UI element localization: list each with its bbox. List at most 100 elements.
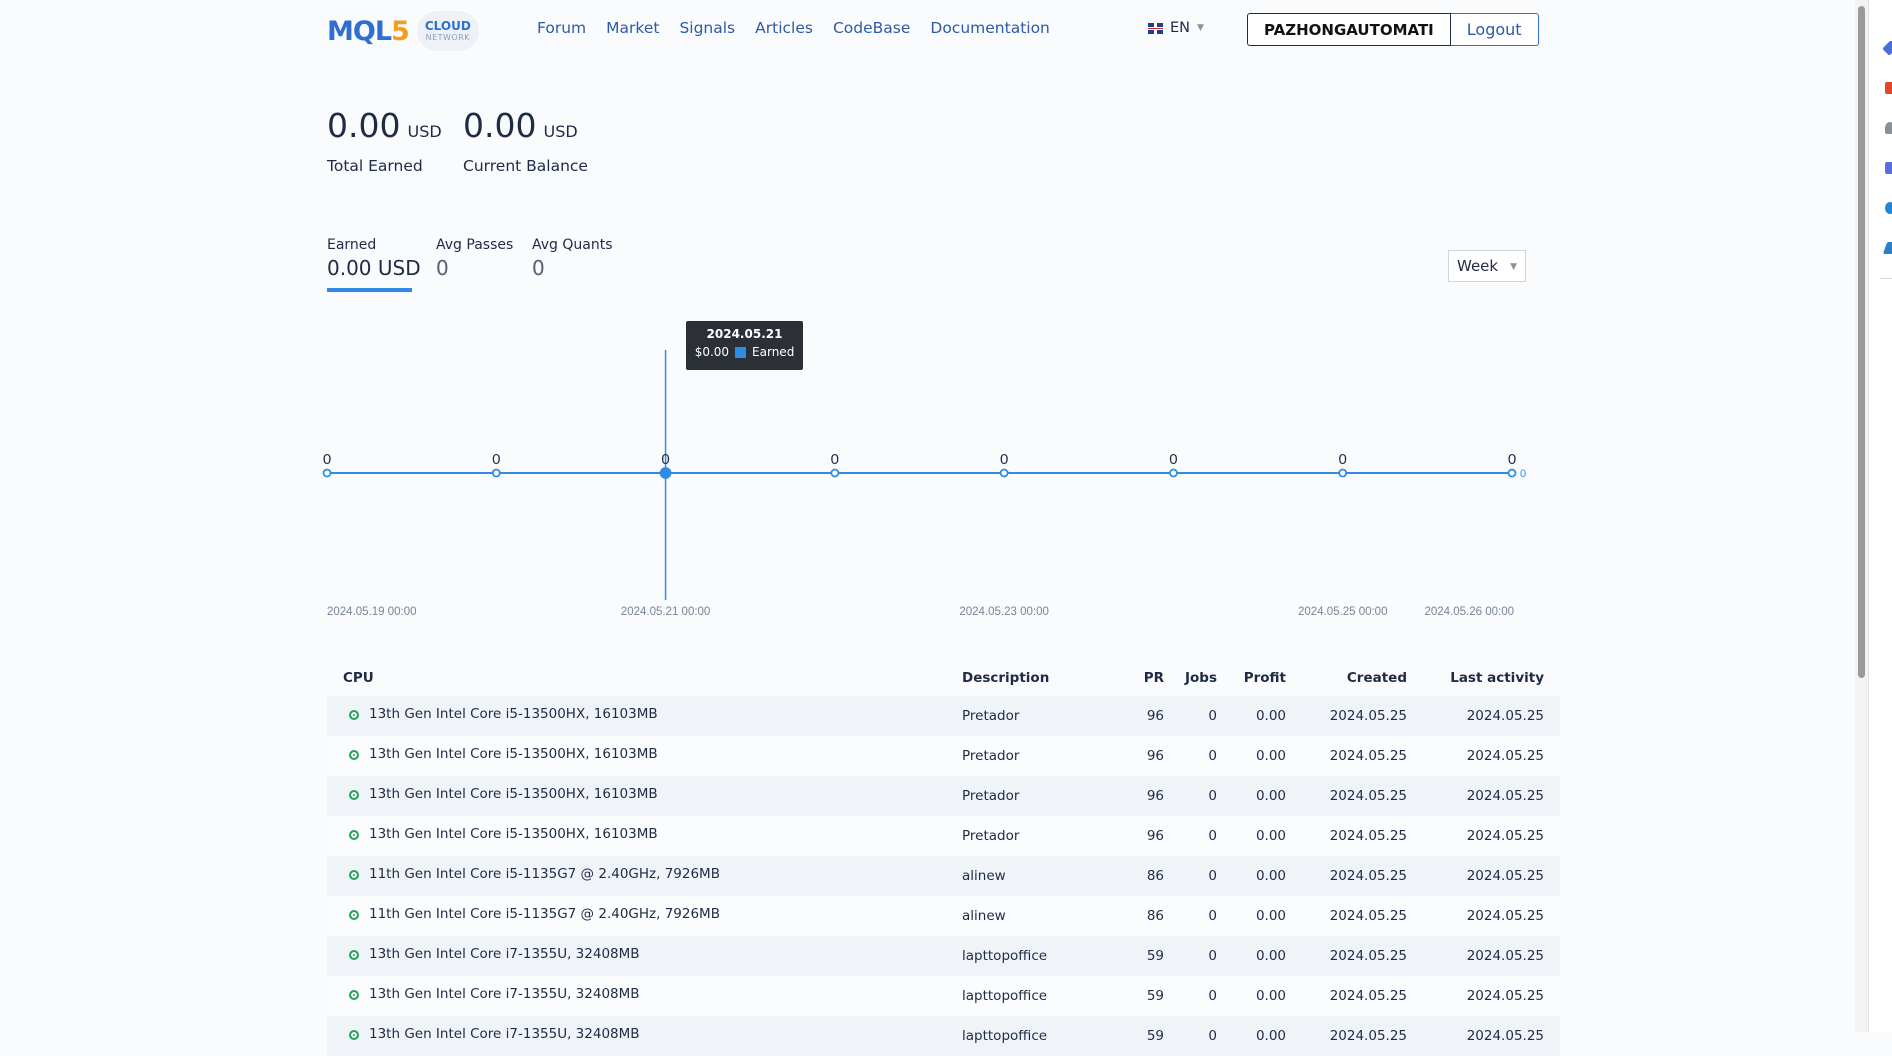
profit-cell: 0.00	[1217, 1016, 1286, 1056]
description-cell: lapttopoffice	[962, 976, 1112, 1016]
network-label: NETWORK	[425, 33, 471, 42]
tab-earned[interactable]: Earned 0.00 USD	[327, 237, 421, 280]
cpu-name: 13th Gen Intel Core i5-13500HX, 16103MB	[369, 786, 658, 802]
data-label: 0	[492, 451, 500, 468]
x-tick-label: 2024.05.19 00:00	[327, 606, 417, 618]
pr-cell: 86	[1112, 856, 1164, 896]
description-cell: Pretador	[962, 736, 1112, 776]
chevron-down-icon: ▼	[1510, 262, 1517, 272]
current-balance-currency: USD	[543, 122, 578, 141]
side-panel-shopping-icon[interactable]	[1885, 82, 1892, 94]
col-pr[interactable]: PR	[1143, 670, 1164, 686]
jobs-cell: 0	[1164, 856, 1217, 896]
page-scrollbar-thumb[interactable]	[1858, 6, 1865, 678]
period-select[interactable]: Week ▼	[1448, 250, 1526, 282]
data-point	[491, 468, 501, 478]
status-online-icon	[349, 750, 359, 760]
data-label: 0	[1339, 451, 1347, 468]
col-profit[interactable]: Profit	[1243, 670, 1286, 686]
cpu-cell: 11th Gen Intel Core i5-1135G7 @ 2.40GHz,…	[327, 896, 962, 936]
tooltip-series-name: Earned	[752, 345, 795, 359]
table-row[interactable]: 13th Gen Intel Core i7-1355U, 32408MB lap…	[327, 1016, 1560, 1056]
data-point	[1507, 468, 1517, 478]
side-panel-person-icon[interactable]	[1885, 122, 1892, 134]
cpu-cell: 13th Gen Intel Core i5-13500HX, 16103MB	[327, 816, 962, 856]
created-cell: 2024.05.25	[1286, 936, 1407, 976]
active-tab-indicator	[327, 288, 412, 292]
profit-cell: 0.00	[1217, 736, 1286, 776]
language-code: EN	[1170, 20, 1191, 36]
status-online-icon	[349, 710, 359, 720]
table-row[interactable]: 11th Gen Intel Core i5-1135G7 @ 2.40GHz,…	[327, 896, 1560, 936]
status-online-icon	[349, 830, 359, 840]
last-activity-cell: 2024.05.25	[1407, 976, 1560, 1016]
language-selector[interactable]: EN ▼	[1148, 20, 1204, 36]
total-earned-amount: 0.00	[327, 106, 401, 145]
tab-avg-passes-value: 0	[436, 256, 449, 280]
data-label: 0	[831, 451, 839, 468]
last-activity-cell: 2024.05.25	[1407, 856, 1560, 896]
tab-avg-passes-label: Avg Passes	[436, 237, 514, 253]
col-last-activity[interactable]: Last activity	[1450, 670, 1544, 686]
table-row[interactable]: 13th Gen Intel Core i7-1355U, 32408MB lap…	[327, 936, 1560, 976]
profit-cell: 0.00	[1217, 896, 1286, 936]
table-row[interactable]: 13th Gen Intel Core i5-13500HX, 16103MB P…	[327, 776, 1560, 816]
col-created[interactable]: Created	[1346, 670, 1407, 686]
profit-cell: 0.00	[1217, 696, 1286, 736]
side-panel-copilot-icon[interactable]	[1885, 162, 1892, 174]
pr-cell: 96	[1112, 776, 1164, 816]
table-row[interactable]: 11th Gen Intel Core i5-1135G7 @ 2.40GHz,…	[327, 856, 1560, 896]
created-cell: 2024.05.25	[1286, 696, 1407, 736]
browser-side-panel	[1868, 0, 1892, 1032]
logout-button[interactable]: Logout	[1450, 13, 1539, 46]
jobs-cell: 0	[1164, 696, 1217, 736]
created-cell: 2024.05.25	[1286, 816, 1407, 856]
tab-avg-quants[interactable]: Avg Quants 0	[532, 237, 613, 280]
description-cell: lapttopoffice	[962, 1016, 1112, 1056]
cpu-name: 13th Gen Intel Core i7-1355U, 32408MB	[369, 1026, 640, 1042]
data-label: 0	[1169, 451, 1177, 468]
col-description[interactable]: Description	[962, 670, 1050, 686]
table-row[interactable]: 13th Gen Intel Core i5-13500HX, 16103MB P…	[327, 736, 1560, 776]
nav-documentation[interactable]: Documentation	[930, 19, 1050, 37]
table-row[interactable]: 13th Gen Intel Core i5-13500HX, 16103MB P…	[327, 696, 1560, 736]
tab-avg-passes[interactable]: Avg Passes 0	[436, 237, 513, 280]
agents-table: CPU Description PR Jobs Profit Created L…	[327, 660, 1560, 1056]
table-row[interactable]: 13th Gen Intel Core i5-13500HX, 16103MB P…	[327, 816, 1560, 856]
status-online-icon	[349, 950, 359, 960]
pr-cell: 86	[1112, 896, 1164, 936]
nav-codebase[interactable]: CodeBase	[832, 19, 911, 37]
col-cpu[interactable]: CPU	[343, 670, 374, 686]
cpu-name: 13th Gen Intel Core i7-1355U, 32408MB	[369, 946, 640, 962]
profit-cell: 0.00	[1217, 776, 1286, 816]
logo-wordmark: MQL5	[327, 15, 410, 47]
x-tick-label: 2024.05.21 00:00	[621, 606, 711, 618]
created-cell: 2024.05.25	[1286, 736, 1407, 776]
cpu-name: 13th Gen Intel Core i7-1355U, 32408MB	[369, 986, 640, 1002]
side-panel-outlook-icon[interactable]	[1885, 202, 1892, 214]
mql5-logo[interactable]: MQL5 CLOUD NETWORK	[327, 11, 479, 51]
nav-market[interactable]: Market	[606, 19, 660, 37]
nav-forum[interactable]: Forum	[537, 19, 587, 37]
pr-cell: 59	[1112, 936, 1164, 976]
cpu-cell: 13th Gen Intel Core i7-1355U, 32408MB	[327, 976, 962, 1016]
nav-articles[interactable]: Articles	[755, 19, 813, 37]
cpu-cell: 11th Gen Intel Core i5-1135G7 @ 2.40GHz,…	[327, 856, 962, 896]
x-tick-label: 2024.05.25 00:00	[1298, 606, 1388, 618]
nav-signals[interactable]: Signals	[679, 19, 736, 37]
last-activity-cell: 2024.05.25	[1407, 696, 1560, 736]
cpu-cell: 13th Gen Intel Core i5-13500HX, 16103MB	[327, 776, 962, 816]
cpu-cell: 13th Gen Intel Core i7-1355U, 32408MB	[327, 936, 962, 976]
table-row[interactable]: 13th Gen Intel Core i7-1355U, 32408MB lap…	[327, 976, 1560, 1016]
last-activity-cell: 2024.05.25	[1407, 936, 1560, 976]
col-jobs[interactable]: Jobs	[1185, 670, 1217, 686]
cpu-cell: 13th Gen Intel Core i5-13500HX, 16103MB	[327, 736, 962, 776]
username-button[interactable]: PAZHONGAUTOMATI	[1247, 13, 1451, 46]
jobs-cell: 0	[1164, 816, 1217, 856]
cpu-name: 11th Gen Intel Core i5-1135G7 @ 2.40GHz,…	[369, 866, 720, 882]
profit-cell: 0.00	[1217, 976, 1286, 1016]
last-activity-cell: 2024.05.25	[1407, 1016, 1560, 1056]
cpu-cell: 13th Gen Intel Core i5-13500HX, 16103MB	[327, 696, 962, 736]
tooltip-date: 2024.05.21	[706, 327, 783, 341]
